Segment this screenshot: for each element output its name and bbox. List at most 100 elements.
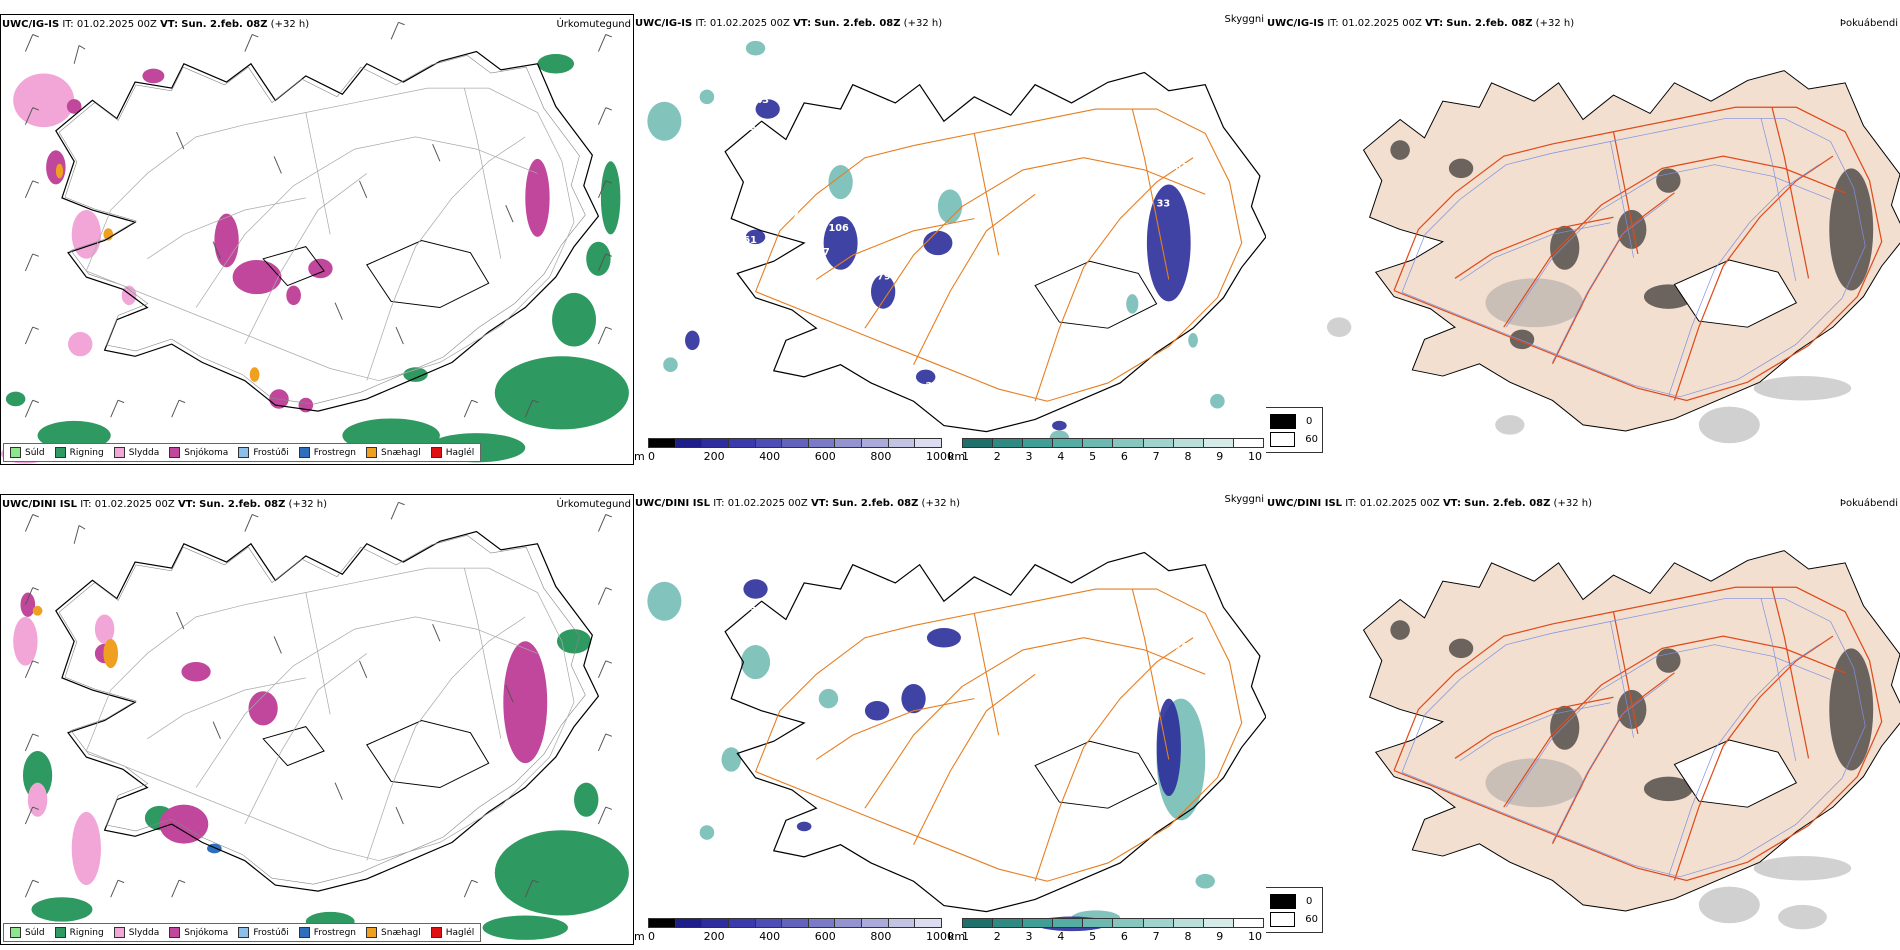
colorbar-step <box>702 439 729 447</box>
colorbar-step <box>993 919 1023 927</box>
colorbar-step <box>1204 439 1234 447</box>
lead-time: (+32 h) <box>289 499 327 510</box>
legend-swatch <box>55 927 66 938</box>
cloud-base-label: 297 <box>926 381 946 392</box>
cloud-base-label: 67 <box>1193 259 1207 270</box>
legend-item: Frostúði <box>238 447 288 458</box>
colorbar-strip <box>962 438 1264 448</box>
fog-map <box>1266 514 1900 944</box>
legend-label: Rigning <box>70 928 104 938</box>
colorbar-step <box>1234 919 1263 927</box>
model-name: UWC/IG-IS <box>2 19 59 30</box>
legend-swatch <box>114 447 125 458</box>
colorbar-step <box>1144 439 1174 447</box>
cloud-base-label: 102 <box>974 764 994 775</box>
legend-swatch <box>55 447 66 458</box>
legend-item: Frostregn <box>299 927 356 938</box>
colorbar-tick-label: 10 <box>1248 450 1262 463</box>
legend-label: Slydda <box>129 928 159 938</box>
legend-label: Súld <box>25 928 45 938</box>
legend-item: Súld <box>10 927 45 938</box>
legend-item: Frostregn <box>299 447 356 458</box>
vt-label: VT: <box>811 498 829 509</box>
fog-legend-label: 60 <box>1305 434 1318 445</box>
colorbar-step <box>835 919 862 927</box>
it-label: IT: <box>713 498 724 509</box>
lead-time: (+32 h) <box>904 18 942 29</box>
vt-label: VT: <box>793 18 811 29</box>
cloud-base-label: 68 <box>1072 418 1086 429</box>
precip-snjokoma-areas <box>46 69 550 413</box>
vt-label: VT: <box>1425 18 1443 29</box>
cloud-base-label: 134 <box>999 259 1020 270</box>
colorbar-step <box>993 439 1023 447</box>
precip-type-title: Úrkomutegund <box>556 19 631 30</box>
colorbar-tick-label: 800 <box>870 450 891 463</box>
vt-value: Sun. 2.feb. 08Z <box>1446 18 1532 29</box>
colorbar-tick-label: 3 <box>1026 930 1033 943</box>
precip-type-legend: Súld Rigning Slydda Snjókoma Frostúði Frostre… <box>3 443 481 462</box>
cloud-base-label: 87 <box>1175 162 1189 173</box>
precip-map-panel-dini: UWC/DINI ISL IT: 01.02.2025 00Z VT: Sun.… <box>0 494 634 945</box>
colorbar-tick-label: 6 <box>1121 930 1128 943</box>
colorbar-step <box>1204 919 1234 927</box>
legend-label: Snjókoma <box>184 928 228 938</box>
colorbar-tick-label: 600 <box>815 450 836 463</box>
cloud-base-label: 41 <box>853 338 867 349</box>
cloud-base-colorbar: m 0 200 400 600 800 1000 <box>634 918 944 944</box>
cloud-map-panel-ig-is: UWC/IG-IS IT: 01.02.2025 00Z VT: Sun. 2.… <box>634 14 1266 465</box>
legend-swatch <box>238 927 249 938</box>
cloud-base-label: 73 <box>1096 424 1110 435</box>
precip-type-legend: Súld Rigning Slydda Snjókoma Frostúði Frostre… <box>3 923 481 942</box>
cloud-map: 53 52 52 67 87 117 43 61 67 79 45 58 41 88 134 76 87 297 2… <box>634 36 1266 456</box>
colorbar-tick-label: 10 <box>1248 930 1262 943</box>
legend-swatch <box>431 447 442 458</box>
legend-swatch <box>10 927 21 938</box>
fog-legend-row: 60 <box>1270 430 1318 448</box>
legend-label: Snjókoma <box>184 448 228 458</box>
legend-label: Súld <box>25 448 45 458</box>
cloud-base-label: 33 <box>999 739 1013 750</box>
cloud-base-label: 31 <box>1023 405 1037 416</box>
lead-time: (+32 h) <box>1554 498 1592 509</box>
vt-value: Sun. 2.feb. 08Z <box>832 498 918 509</box>
colorbar-tick-label: 4 <box>1057 450 1064 463</box>
colorbar-step <box>889 919 916 927</box>
model-name: UWC/IG-IS <box>635 18 692 29</box>
cloud-map-panel-dini: UWC/DINI ISL IT: 01.02.2025 00Z VT: Sun.… <box>634 494 1266 945</box>
cloud-base-label: 70 <box>792 211 806 222</box>
colorbar-step <box>862 439 889 447</box>
legend-swatch <box>238 447 249 458</box>
cloud-base-label: 97 <box>816 545 830 556</box>
colorbar-tick-label: 8 <box>1184 450 1191 463</box>
panel-title: UWC/IG-IS IT: 01.02.2025 00Z VT: Sun. 2.… <box>1267 18 1574 29</box>
legend-item: Snjókoma <box>169 447 228 458</box>
cloud-base-label: 106 <box>828 223 849 234</box>
it-label: IT: <box>62 19 73 30</box>
legend-item: Frostúði <box>238 927 288 938</box>
it-value: 01.02.2025 00Z <box>77 19 157 30</box>
panel-title: UWC/IG-IS IT: 01.02.2025 00Z VT: Sun. 2.… <box>2 19 309 30</box>
colorbar-tick-label: 200 <box>704 930 725 943</box>
colorbar-step <box>756 919 783 927</box>
colorbar-step <box>809 919 836 927</box>
vt-value: Sun. 2.feb. 08Z <box>814 18 900 29</box>
cloud-base-label: 79 <box>743 715 757 726</box>
panel-title: UWC/IG-IS IT: 01.02.2025 00Z VT: Sun. 2.… <box>635 18 942 29</box>
cloud-base-label: 140 <box>877 751 898 762</box>
colorbar-step <box>915 439 941 447</box>
colorbar-step <box>835 439 862 447</box>
cloud-base-label: 53 <box>768 77 782 88</box>
cloud-base-label: 117 <box>1193 198 1213 209</box>
legend-item: Slydda <box>114 927 159 938</box>
visibility-colorbar: km 1 2 3 4 5 6 7 8 9 10 <box>948 438 1266 464</box>
legend-item: Haglél <box>431 927 475 938</box>
cloud-base-label: 62 <box>1187 284 1201 295</box>
colorbar-tick-label: 9 <box>1216 450 1223 463</box>
cloud-base-label: 76 <box>974 284 988 295</box>
it-value: 01.02.2025 00Z <box>1360 498 1440 509</box>
colorbar-step <box>676 439 703 447</box>
cloud-base-label: 39 <box>749 605 763 616</box>
cloud-base-label: 88 <box>719 338 733 349</box>
fog-index-legend: 0 60 <box>1266 887 1323 933</box>
